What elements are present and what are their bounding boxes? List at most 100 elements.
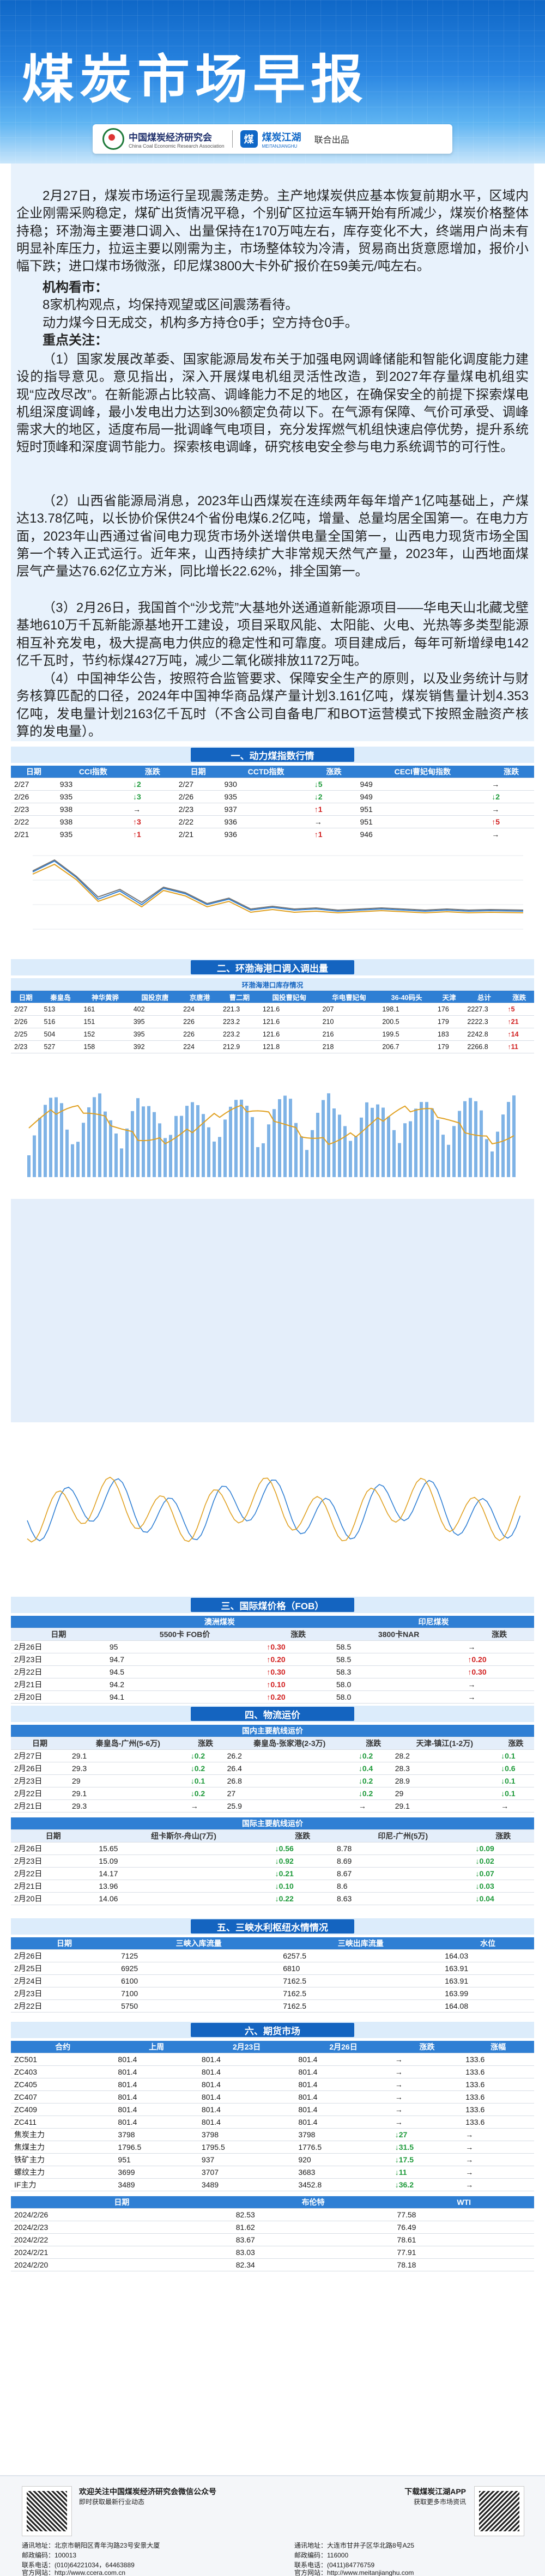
table-header-cell: 天津 [434,990,464,1003]
org-name: 中国煤炭经济研究会 [129,132,212,143]
table-cell: 392 [130,1040,180,1053]
table-cell: ↓0.1 [498,1787,534,1800]
series-line [27,1478,521,1542]
table-cell: 76.49 [393,2221,534,2234]
futures-table: 合约 上周 2月23日 2月26日 涨跌 涨幅 ZC501 801.4 801.4 801.4 →… [11,2041,534,2191]
table-cell: 5750 [118,1999,280,2013]
table-cell: 3798 [114,2128,198,2141]
app-qr-icon [474,2486,524,2536]
table-cell: ↓0.56 [271,1842,334,1855]
table-row: ZC409 801.4 801.4 801.4 → 133.6 [11,2103,534,2116]
table-header-cell: 涨跌 [472,1829,534,1842]
bar [278,1099,281,1177]
table-cell: 28.9 [391,1774,498,1787]
table-cell: 2月20日 [11,1892,96,1905]
table-cell: 801.4 [114,2103,198,2116]
table-cell: → [488,803,534,816]
table-cell: 3452.8 [295,2178,392,2191]
port-table: 环渤海港口库存情况 日期 秦皇岛 神华黄骅 国投京唐 京唐港 曹二期 国投曹妃甸 华电曹妃甸 36… [11,978,534,1053]
table-cell: ↓17.5 [391,2153,463,2166]
table-cell: 29.3 [68,1762,187,1775]
table-header-cell: 神华黄骅 [80,990,130,1003]
table-cell: → [462,2178,534,2191]
table-cell: 7100 [118,1987,280,2000]
footer-right-sub: 获取更多市场资讯 [413,2498,466,2506]
table-row: 2/25 504 152 395 226 223.2 121.6 216 199.5 183 224… [11,1028,534,1041]
table-cell: ZC409 [11,2103,115,2116]
table-cell: 210 [319,1015,379,1028]
table-header-cell: 涨跌 [498,1737,534,1750]
table-cell: 29 [68,1774,187,1787]
institution-view: 机构看市： 8家机构观点，均保持观望或区间震荡看待。 动力煤今日无成交，机构多方… [43,280,358,348]
bar [414,1108,417,1177]
table-cell: ↑1 [311,803,357,816]
table-cell: 207 [319,1003,379,1016]
table-header-cell: 日期 [11,1737,69,1750]
bar [44,1105,47,1177]
table-cell: 198.1 [379,1003,434,1016]
table-cell: 2/26 [11,1015,41,1028]
table-row: 2/27 513 161 402 224 221.3 121.6 207 198.1 176 222… [11,1003,534,1016]
index-trend-chart [11,839,534,948]
table-cell: → [462,2166,534,2179]
table-cell: 395 [130,1015,180,1028]
table-cell: 8.6 [334,1880,473,1893]
table-cell: 7162.5 [280,1974,442,1987]
table-cell: 58.5 [332,1640,465,1653]
table-cell: ↓0.04 [472,1892,534,1905]
table-cell: 29.1 [68,1787,187,1800]
table-cell: 930 [221,778,311,791]
table-cell: ↓0.92 [271,1854,334,1868]
bar [256,1147,259,1177]
table-cell: 206.7 [379,1040,434,1053]
table-row: 2月23日 94.7 ↑0.20 58.5 ↑0.20 [11,1653,534,1666]
table-cell: 29 [391,1787,498,1800]
table-cell: 527 [40,1040,81,1053]
table-header-cell: 5500卡 FOB价 [106,1628,264,1641]
table-header-cell: 日期 [11,990,41,1003]
table-cell: 801.4 [114,2090,198,2104]
table-cell: 6100 [118,1974,280,1987]
table-cell: 2月23日 [11,1987,118,2000]
table-row: 2月23日 15.09 ↓0.92 8.69 ↓0.02 [11,1854,534,1868]
table-cell: 25.9 [223,1799,355,1813]
bar [76,1142,80,1177]
table-row: 2月26日 15.65 ↓0.56 8.78 ↓0.09 [11,1842,534,1855]
table-cell: 58.3 [332,1665,465,1678]
table-cell: ↓0.1 [498,1774,534,1787]
table-cell: 163.91 [441,1962,534,1975]
bar [191,1102,194,1177]
bar [174,1116,178,1177]
table-header-cell: 日期 [11,766,57,778]
table-header-cell: 国投京唐 [130,990,180,1003]
table-cell: ↑3 [130,815,175,828]
table-cell: → [464,1640,534,1653]
table-cell: 2月25日 [11,1962,118,1975]
bar [458,1111,461,1177]
table-row: 铁矿主力 951 937 920 ↓17.5 → [11,2153,534,2166]
table-header-cell: 日期 [175,766,221,778]
table-header-cell: 曹二期 [219,990,259,1003]
bar [131,1111,134,1177]
table-header-cell: 涨跌 [263,1628,333,1641]
bar [158,1123,161,1177]
table-header-cell: CECI曹妃甸指数 [356,766,489,778]
table-header-cell: 总计 [464,990,505,1003]
reservoir-table: 日期 三峡入库流量 三峡出库流量 水位 2月26日 7125 6257.5 164.03 2月… [11,1937,534,2013]
table-cell: 224 [180,1003,220,1016]
table-cell: ↓0.02 [472,1854,534,1868]
table-cell: 937 [198,2153,295,2166]
table-cell: 58.5 [332,1653,465,1666]
table-cell: 801.4 [295,2078,392,2091]
bar [147,1106,150,1177]
ccera-logo-icon [102,128,124,150]
brand-logo: 煤 煤炭江湖 MEITANJIANGHU [240,130,301,149]
bar [104,1111,107,1177]
table-row: 2月22日 5750 7162.5 164.08 [11,1999,534,2013]
table-cell: 2月22日 [11,1999,118,2013]
table-cell: 2月26日 [11,1842,96,1855]
table-cell: 2月23日 [11,1774,69,1787]
table-cell: 218 [319,1040,379,1053]
table-cell: 3798 [295,2128,392,2141]
table-header-cell: 涨跌 [391,2041,463,2053]
